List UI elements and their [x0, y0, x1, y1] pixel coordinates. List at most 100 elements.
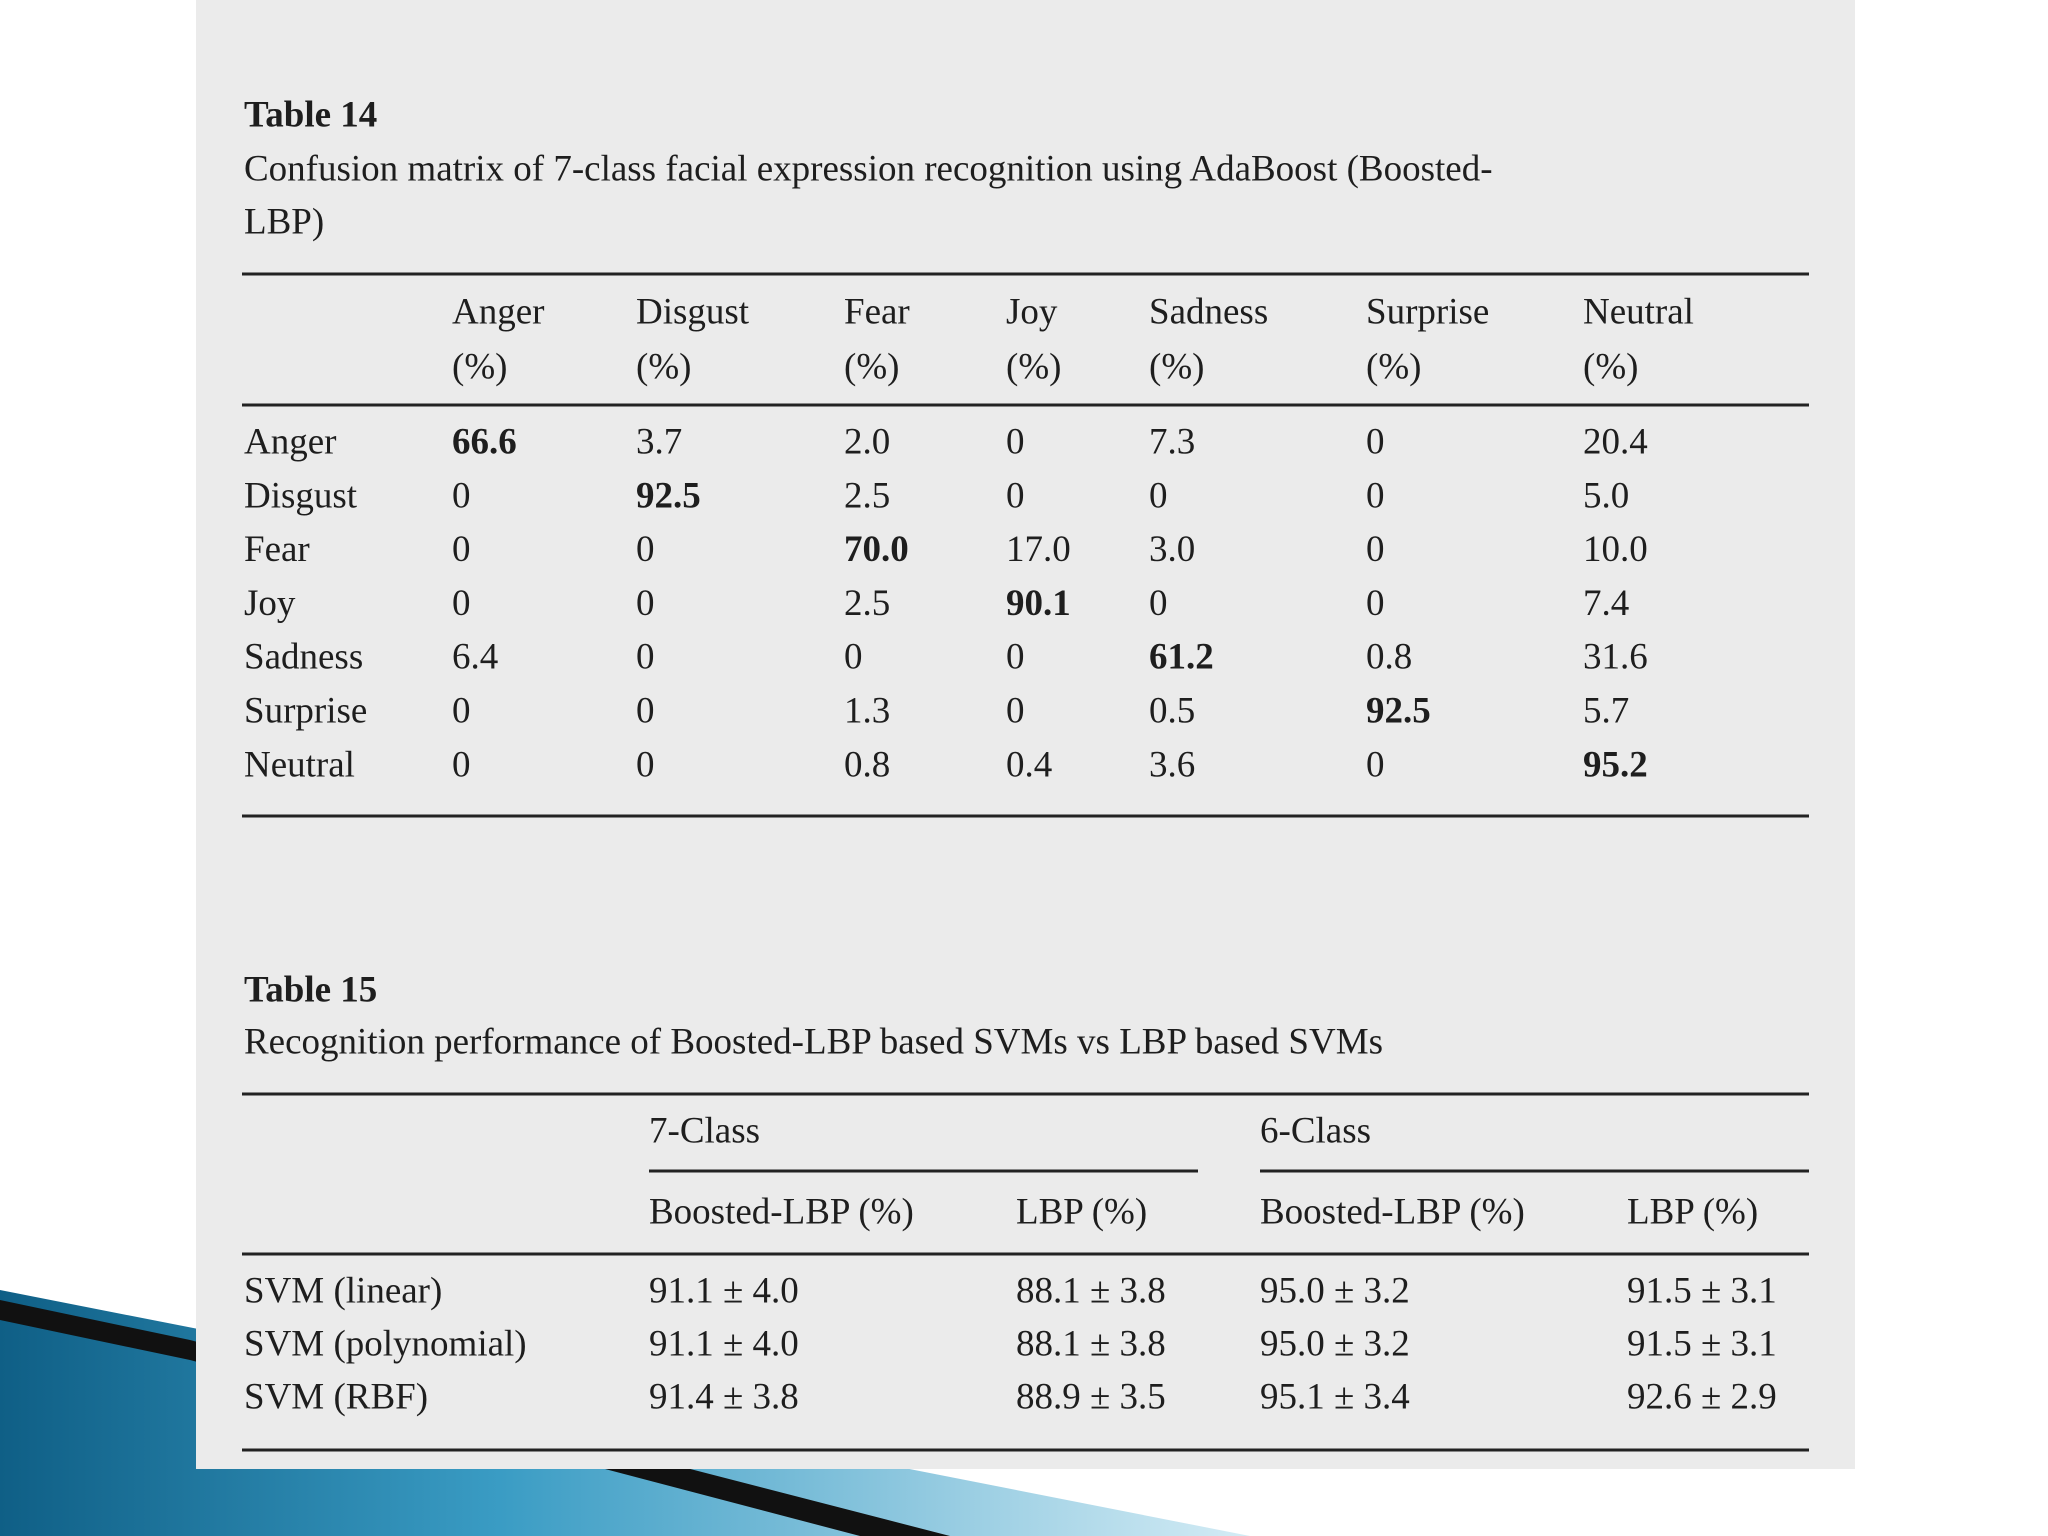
cell: 91.4 ± 3.8: [649, 1376, 799, 1417]
cell: 0: [1006, 637, 1025, 678]
cell: 0.8: [1366, 637, 1412, 678]
column-header: LBP (%): [1627, 1191, 1758, 1232]
row-label: SVM (linear): [244, 1270, 442, 1311]
cell: 0: [1149, 583, 1168, 624]
cell: 0.4: [1006, 744, 1052, 785]
cell: 6.4: [452, 637, 498, 678]
column-header: Surprise: [1366, 291, 1489, 332]
group-header: 7-Class: [649, 1110, 760, 1151]
cell: 88.1 ± 3.8: [1016, 1270, 1166, 1311]
cell: 3.0: [1149, 529, 1195, 570]
column-header: Boosted-LBP (%): [649, 1191, 914, 1232]
table-caption: LBP): [244, 201, 324, 242]
column-header: Joy: [1006, 291, 1058, 332]
cell: 95.2: [1583, 744, 1648, 785]
cell: 0.8: [844, 744, 890, 785]
row-label: Neutral: [244, 744, 355, 785]
cell: 2.5: [844, 583, 890, 624]
column-header: LBP (%): [1016, 1191, 1147, 1232]
cell: 91.1 ± 4.0: [649, 1323, 799, 1364]
cell: 95.0 ± 3.2: [1260, 1270, 1410, 1311]
cell: 91.1 ± 4.0: [649, 1270, 799, 1311]
column-unit: (%): [1366, 346, 1421, 387]
row-label: SVM (polynomial): [244, 1323, 527, 1364]
table-label: Table 14: [244, 94, 377, 135]
cell: 70.0: [844, 529, 909, 570]
column-unit: (%): [452, 346, 507, 387]
cell: 0.5: [1149, 690, 1195, 731]
table-14: [242, 272, 1809, 818]
cell: 88.1 ± 3.8: [1016, 1323, 1166, 1364]
cell: 1.3: [844, 690, 890, 731]
column-header: Fear: [844, 291, 910, 332]
group-header: 6-Class: [1260, 1110, 1371, 1151]
column-header: Boosted-LBP (%): [1260, 1191, 1525, 1232]
cell: 61.2: [1149, 637, 1214, 678]
cell: 91.5 ± 3.1: [1627, 1270, 1777, 1311]
cell: 92.6 ± 2.9: [1627, 1376, 1777, 1417]
cell: 90.1: [1006, 583, 1071, 624]
column-unit: (%): [1583, 346, 1638, 387]
cell: 0: [452, 690, 471, 731]
table-15: [242, 1092, 1809, 1452]
cell: 17.0: [1006, 529, 1071, 570]
cell: 0: [1366, 529, 1385, 570]
cell: 0: [636, 690, 655, 731]
cell: 5.7: [1583, 690, 1629, 731]
cell: 3.7: [636, 421, 682, 462]
cell: 0: [452, 529, 471, 570]
cell: 2.5: [844, 475, 890, 516]
row-label: Sadness: [244, 637, 363, 678]
row-label: Joy: [244, 583, 296, 624]
cell: 3.6: [1149, 744, 1195, 785]
row-label: Fear: [244, 529, 310, 570]
cell: 0: [844, 637, 863, 678]
cell: 0: [452, 475, 471, 516]
table-caption: Confusion matrix of 7-class facial expre…: [244, 148, 1493, 189]
cell: 0: [1149, 475, 1168, 516]
cell: 95.0 ± 3.2: [1260, 1323, 1410, 1364]
cell: 0: [636, 583, 655, 624]
cell: 0: [636, 529, 655, 570]
cell: 66.6: [452, 421, 517, 462]
row-label: Surprise: [244, 690, 367, 731]
column-header: Disgust: [636, 291, 750, 332]
column-header: Neutral: [1583, 291, 1694, 332]
cell: 0: [1006, 690, 1025, 731]
cell: 7.4: [1583, 583, 1629, 624]
cell: 0: [636, 744, 655, 785]
cell: 92.5: [1366, 690, 1431, 731]
column-unit: (%): [1149, 346, 1204, 387]
cell: 0: [1366, 583, 1385, 624]
column-header: Sadness: [1149, 291, 1268, 332]
cell: 2.0: [844, 421, 890, 462]
table-label: Table 15: [244, 969, 377, 1010]
cell: 0: [1366, 744, 1385, 785]
cell: 7.3: [1149, 421, 1195, 462]
cell: 0: [452, 744, 471, 785]
column-header: Anger: [452, 291, 544, 332]
row-label: Disgust: [244, 475, 358, 516]
cell: 0: [1366, 475, 1385, 516]
row-label: Anger: [244, 421, 336, 462]
column-unit: (%): [636, 346, 691, 387]
row-label: SVM (RBF): [244, 1376, 428, 1417]
table-caption: Recognition performance of Boosted-LBP b…: [244, 1021, 1383, 1062]
document-image: [196, 0, 1855, 1469]
column-unit: (%): [844, 346, 899, 387]
cell: 20.4: [1583, 421, 1648, 462]
cell: 31.6: [1583, 637, 1648, 678]
cell: 95.1 ± 3.4: [1260, 1376, 1410, 1417]
cell: 91.5 ± 3.1: [1627, 1323, 1777, 1364]
cell: 0: [452, 583, 471, 624]
cell: 0: [636, 637, 655, 678]
cell: 10.0: [1583, 529, 1648, 570]
cell: 5.0: [1583, 475, 1629, 516]
cell: 88.9 ± 3.5: [1016, 1376, 1166, 1417]
cell: 0: [1006, 475, 1025, 516]
cell: 92.5: [636, 475, 701, 516]
column-unit: (%): [1006, 346, 1061, 387]
cell: 0: [1366, 421, 1385, 462]
